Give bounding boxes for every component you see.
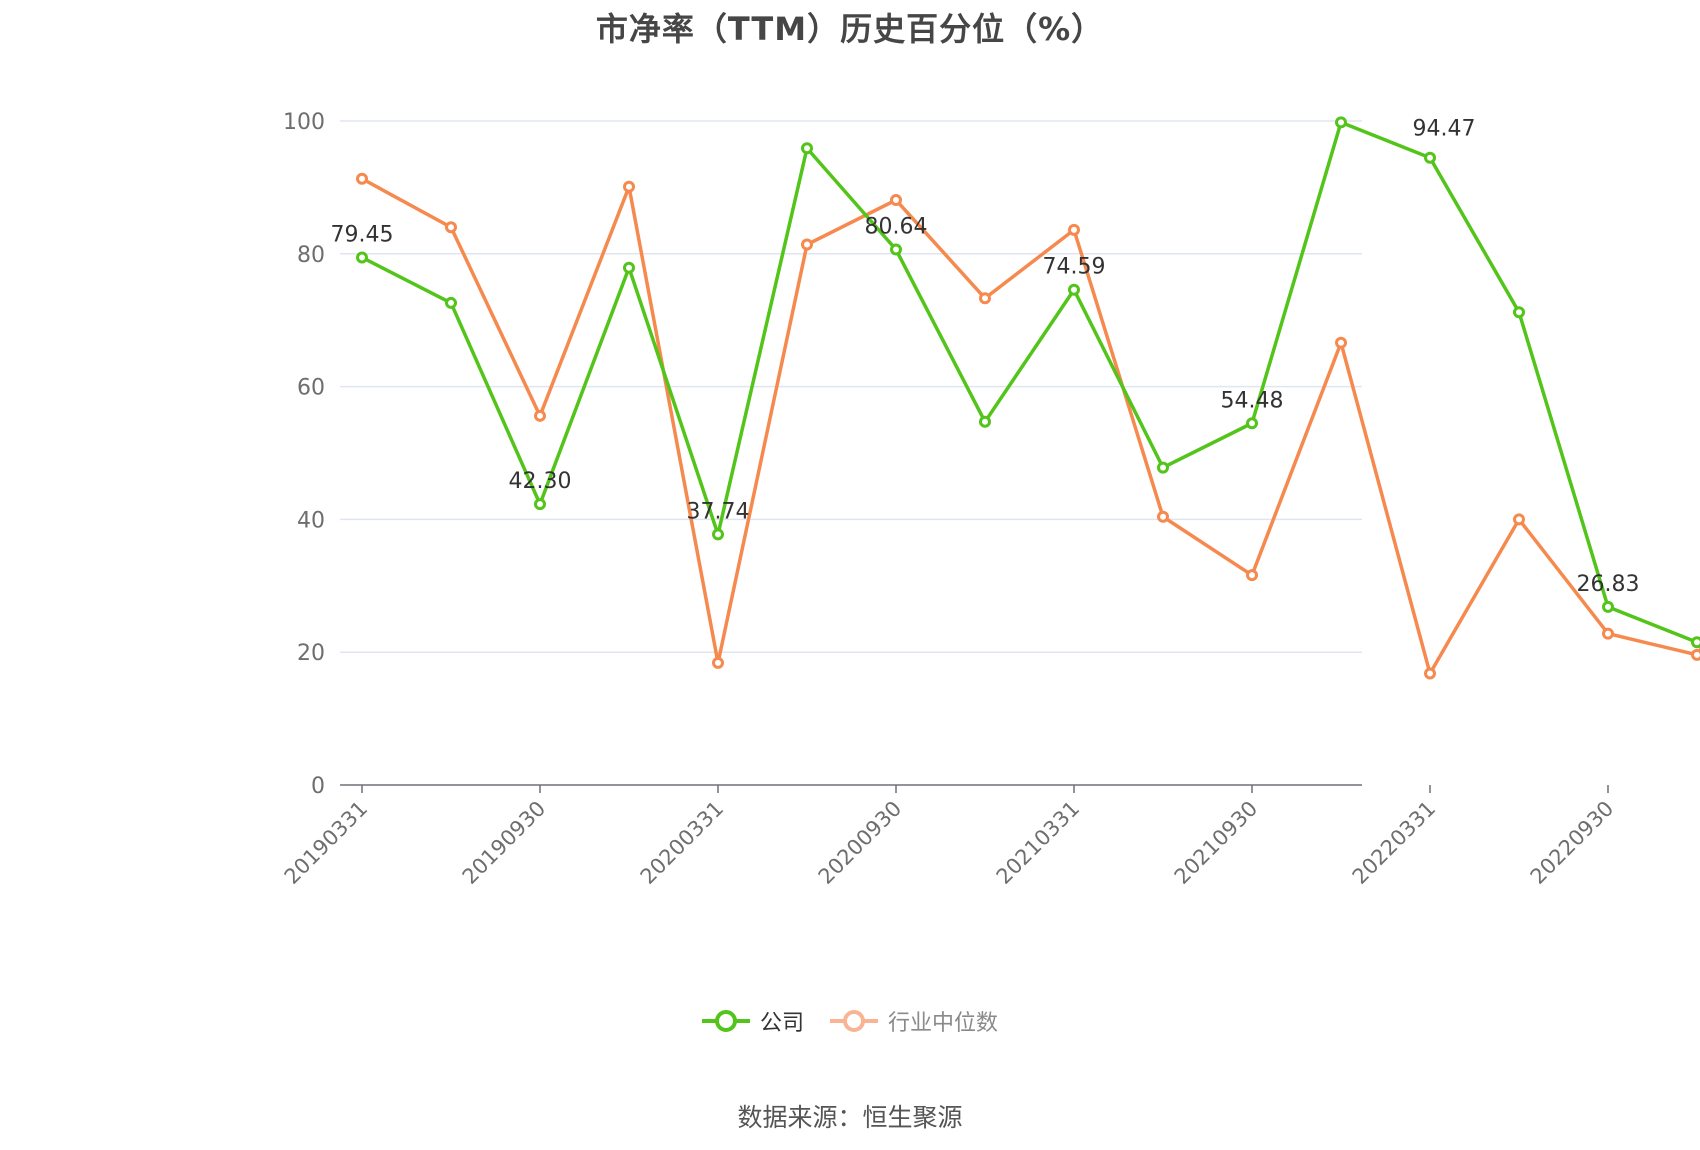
industry-point (801, 238, 813, 251)
data-label: 26.83 (1577, 572, 1640, 597)
legend-label-company: 公司 (759, 1011, 804, 1036)
y-tick-label: 80 (297, 243, 325, 268)
axes: 0 20 40 60 80 100 20190331 20190930 20200331 2020… (280, 110, 1619, 889)
industry-point (712, 656, 724, 669)
data-source: 数据来源：恒生聚源 (737, 1103, 963, 1132)
industry-point (979, 292, 991, 305)
x-tick-label: 20190331 (280, 796, 373, 889)
x-tick-label: 20210331 (992, 796, 1085, 889)
company-point (1424, 151, 1436, 164)
data-label: 80.64 (865, 215, 928, 240)
x-tick-label: 20210930 (1170, 796, 1263, 889)
legend: 公司 行业中位数 (0, 1005, 1700, 1037)
company-point (1335, 116, 1347, 129)
series-lines (356, 116, 1700, 680)
y-tick-label: 20 (297, 641, 325, 666)
company-point (1602, 600, 1614, 613)
data-label: 74.59 (1043, 255, 1106, 280)
industry-point (1691, 648, 1700, 661)
legend-item-industry[interactable]: 行业中位数 (830, 1005, 998, 1037)
x-tick-label: 20190930 (458, 796, 551, 889)
industry-point (623, 180, 635, 193)
x-tick-label: 20220331 (1348, 796, 1441, 889)
company-point (712, 528, 724, 541)
industry-point (1602, 627, 1614, 640)
industry-point (1246, 569, 1258, 582)
data-label: 42.30 (509, 469, 572, 494)
y-tick-label: 60 (297, 376, 325, 401)
company-point (1068, 283, 1080, 296)
industry-point (1157, 510, 1169, 523)
company-point (1246, 417, 1258, 430)
company-point (1513, 306, 1525, 319)
data-labels: 79.45 42.30 37.74 80.64 74.59 54.48 94.47 26.83… (331, 117, 1640, 597)
industry-point (890, 194, 902, 207)
industry-point (1424, 667, 1436, 680)
legend-industry-marker-icon (830, 1010, 878, 1032)
company-point (801, 142, 813, 155)
company-point (445, 296, 457, 309)
company-point (1157, 461, 1169, 474)
chart-title: 市净率（TTM）历史百分位（%） (595, 10, 1105, 48)
grid-lines (340, 120, 1362, 653)
company-point (979, 415, 991, 428)
industry-point (534, 409, 546, 422)
industry-point (1335, 336, 1347, 349)
industry-point (445, 221, 457, 234)
industry-point (1513, 513, 1525, 526)
company-point (890, 243, 902, 256)
y-tick-label: 100 (283, 110, 325, 135)
company-point (1691, 636, 1700, 649)
company-point (623, 261, 635, 274)
data-label: 54.48 (1221, 388, 1284, 413)
company-series-line (361, 120, 1700, 644)
y-tick-label: 0 (311, 774, 325, 799)
data-label: 79.45 (331, 222, 394, 247)
legend-item-company[interactable]: 公司 (701, 1005, 804, 1037)
data-label: 94.47 (1413, 117, 1476, 142)
x-tick-label: 20220930 (1526, 796, 1619, 889)
data-label: 37.74 (687, 499, 750, 524)
x-tick-label: 20200331 (636, 796, 729, 889)
company-point (534, 498, 546, 511)
x-tick-label: 20200930 (814, 796, 907, 889)
legend-company-marker-icon (701, 1010, 750, 1032)
industry-point (1068, 223, 1080, 236)
y-tick-label: 40 (297, 508, 325, 533)
company-point (356, 251, 368, 264)
industry-point (356, 172, 368, 185)
legend-label-industry: 行业中位数 (888, 1011, 999, 1036)
